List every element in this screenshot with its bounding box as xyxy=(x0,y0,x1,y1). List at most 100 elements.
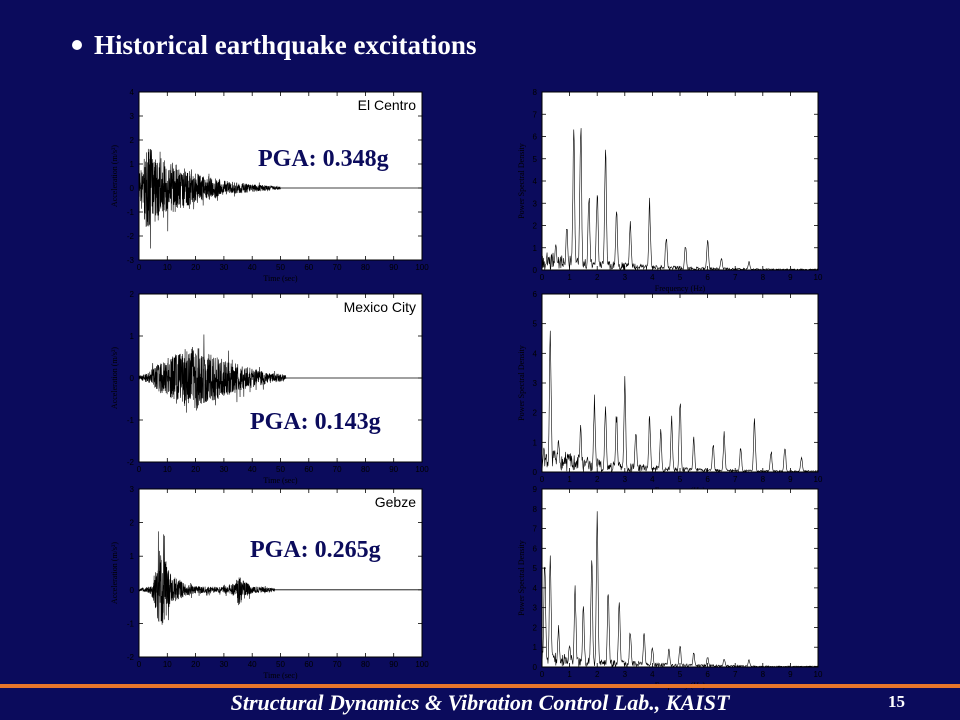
x-axis-label: Time (sec) xyxy=(263,671,297,680)
x-tick-label: 60 xyxy=(304,660,313,669)
x-tick-label: 30 xyxy=(219,465,228,474)
x-tick-label: 3 xyxy=(623,273,628,282)
x-tick-label: 6 xyxy=(705,475,710,484)
footer-lab-name: Structural Dynamics & Vibration Control … xyxy=(230,690,730,715)
y-tick-label: 1 xyxy=(130,552,135,561)
y-tick-label: -2 xyxy=(127,653,135,662)
chart-svg: 0 1 2 3 4 5 6 7 8 9 10 0 1 2 3 4 5 6 7 8 Frequency (Hz) Power… xyxy=(517,88,823,293)
footer-rule xyxy=(0,684,960,688)
y-axis-label: Power Spectral Density xyxy=(517,143,526,219)
y-tick-label: 0 xyxy=(130,184,135,193)
x-tick-label: 20 xyxy=(191,263,200,272)
x-tick-label: 9 xyxy=(788,273,793,282)
y-tick-label: 6 xyxy=(533,290,538,299)
chart-mexico-city-acceleration: 0 10 20 30 40 50 60 70 80 90 100 -2 -1 0 1 2 Time (sec) A… xyxy=(104,286,434,494)
y-tick-label: -3 xyxy=(127,256,135,265)
y-tick-label: 1 xyxy=(533,244,538,253)
x-tick-label: 10 xyxy=(814,670,823,679)
x-tick-label: 8 xyxy=(761,273,766,282)
chart-svg: 0123456789100123456Frequency (Hz)Power S… xyxy=(517,290,823,495)
x-tick-label: 70 xyxy=(333,660,342,669)
chart-gebze-acceleration: 0 10 20 30 40 50 60 70 80 90 100 -2 -1 0 1 2 3 Time (sec)… xyxy=(104,481,434,689)
y-tick-label: -2 xyxy=(127,232,135,241)
y-tick-label: 0 xyxy=(130,586,135,595)
x-tick-label: 6 xyxy=(705,273,710,282)
x-tick-label: 10 xyxy=(163,660,172,669)
y-tick-label: 2 xyxy=(130,290,135,299)
x-tick-label: 5 xyxy=(678,670,683,679)
y-tick-label: 3 xyxy=(533,379,538,388)
bullet-icon xyxy=(72,39,82,50)
slide-title: Historical earthquake excitations xyxy=(72,30,476,61)
x-axis-label: Time (sec) xyxy=(263,476,297,485)
y-tick-label: 7 xyxy=(533,110,538,119)
x-tick-label: 7 xyxy=(733,670,738,679)
x-tick-label: 6 xyxy=(705,670,710,679)
x-axis-label: Frequency (Hz) xyxy=(655,284,706,293)
y-tick-label: 4 xyxy=(533,177,538,186)
y-tick-label: 6 xyxy=(533,544,538,553)
earthquake-name-label: Gebze xyxy=(375,494,416,510)
y-tick-label: 8 xyxy=(533,88,538,97)
x-tick-label: 9 xyxy=(788,475,793,484)
y-tick-label: 3 xyxy=(533,604,538,613)
x-tick-label: 20 xyxy=(191,660,200,669)
x-tick-label: 20 xyxy=(191,465,200,474)
x-tick-label: 7 xyxy=(733,273,738,282)
x-tick-label: 30 xyxy=(219,660,228,669)
x-tick-label: 5 xyxy=(678,273,683,282)
x-tick-label: 2 xyxy=(595,273,600,282)
y-tick-label: 2 xyxy=(533,222,538,231)
x-tick-label: 90 xyxy=(389,660,398,669)
x-tick-label: 8 xyxy=(761,670,766,679)
x-tick-label: 4 xyxy=(650,273,655,282)
y-tick-label: 1 xyxy=(130,332,135,341)
y-tick-label: 1 xyxy=(533,643,538,652)
x-tick-label: 100 xyxy=(415,263,429,272)
x-tick-label: 0 xyxy=(540,273,545,282)
x-tick-label: 70 xyxy=(333,465,342,474)
y-tick-label: -2 xyxy=(127,458,135,467)
y-tick-label: 3 xyxy=(533,199,538,208)
y-tick-label: 3 xyxy=(130,485,135,494)
y-tick-label: 2 xyxy=(533,409,538,418)
page-number: 15 xyxy=(888,692,905,711)
y-tick-label: 0 xyxy=(533,663,538,672)
x-tick-label: 0 xyxy=(137,263,142,272)
x-tick-label: 100 xyxy=(415,465,429,474)
x-tick-label: 40 xyxy=(248,263,257,272)
x-tick-label: 0 xyxy=(540,475,545,484)
x-tick-label: 0 xyxy=(137,660,142,669)
chart-svg: 0 10 20 30 40 50 60 70 80 90 100 -3 -2 -1 0 1 2 3 4 Time (s… xyxy=(110,88,429,283)
x-tick-label: 50 xyxy=(276,660,285,669)
x-tick-label: 3 xyxy=(623,670,628,679)
y-tick-label: 6 xyxy=(533,133,538,142)
x-tick-label: 80 xyxy=(361,465,370,474)
earthquake-name-label: El Centro xyxy=(358,97,417,113)
pga-label-el-centro: PGA: 0.348g xyxy=(258,146,389,172)
y-tick-label: 4 xyxy=(533,584,538,593)
y-tick-label: -1 xyxy=(127,208,135,217)
y-tick-label: 4 xyxy=(533,349,538,358)
x-tick-label: 4 xyxy=(650,475,655,484)
x-tick-label: 3 xyxy=(623,475,628,484)
chart-el-centro-psd: 0 1 2 3 4 5 6 7 8 9 10 0 1 2 3 4 5 6 7 8 Frequency (Hz) Power… xyxy=(512,84,842,302)
y-tick-label: 2 xyxy=(130,519,135,528)
x-tick-label: 1 xyxy=(567,273,572,282)
plot-area xyxy=(541,293,819,473)
x-tick-label: 90 xyxy=(389,465,398,474)
psd-trace xyxy=(541,511,819,668)
y-tick-label: 7 xyxy=(533,525,538,534)
x-tick-label: 9 xyxy=(788,670,793,679)
x-tick-label: 8 xyxy=(761,475,766,484)
x-tick-label: 7 xyxy=(733,475,738,484)
y-tick-label: 9 xyxy=(533,485,538,494)
y-tick-label: 1 xyxy=(533,438,538,447)
y-axis-label: Acceleration (m/s²) xyxy=(110,347,119,409)
plot-area xyxy=(541,488,819,668)
x-tick-label: 0 xyxy=(540,670,545,679)
y-tick-label: 5 xyxy=(533,320,538,329)
x-tick-label: 100 xyxy=(415,660,429,669)
y-axis-label: Power Spectral Density xyxy=(517,345,526,421)
chart-svg: 0 10 20 30 40 50 60 70 80 90 100 -2 -1 0 1 2 Time (sec) A… xyxy=(110,290,429,485)
